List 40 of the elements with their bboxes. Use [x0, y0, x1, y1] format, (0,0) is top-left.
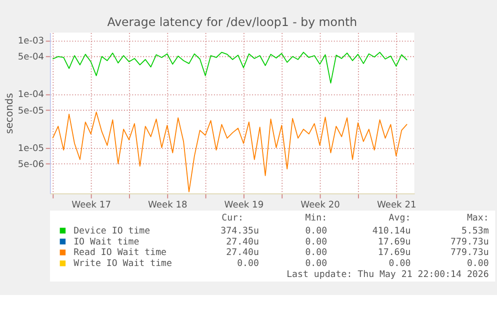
x-tick-label: Week 19: [224, 200, 264, 210]
legend-label: Write IO Wait time: [74, 259, 172, 270]
text: 410.14u: [372, 226, 411, 236]
text: Min:: [305, 214, 328, 224]
text: 779.73u: [450, 248, 489, 258]
y-tick-label: 1e-03: [18, 36, 44, 47]
line-series: [52, 112, 408, 192]
text: 0.00: [466, 259, 489, 270]
text: 27.40u: [226, 237, 259, 248]
y-tick-label: 5e-05: [18, 106, 44, 116]
y-axis-title: seconds: [4, 93, 16, 134]
y-tick-label: 5e-04: [18, 52, 44, 63]
x-tick-label: Week 17: [72, 200, 111, 210]
text: 17.69u: [378, 248, 411, 258]
text: 0.00: [305, 226, 328, 236]
text: 17.69u: [378, 237, 411, 248]
text: 374.35u: [220, 226, 259, 236]
text: Cur:: [222, 214, 244, 224]
chart-title: Average latency for /dev/loop1 - by month: [107, 15, 358, 30]
legend-label: Read IO Wait time: [74, 248, 167, 258]
y-tick-label: 5e-06: [18, 160, 44, 170]
text: 0.00: [305, 237, 328, 248]
x-tick-label: Week 21: [376, 200, 416, 210]
x-tick-label: Week 18: [148, 200, 188, 210]
x-tick-label: Week 20: [300, 200, 340, 210]
text: 0.00: [237, 259, 259, 270]
text: 0.00: [388, 259, 411, 270]
y-tick-label: 1e-04: [18, 90, 44, 100]
text: 5.53m: [461, 226, 490, 236]
line-series: [52, 52, 408, 84]
legend-label: IO Wait time: [74, 237, 140, 248]
text: 0.00: [305, 248, 328, 258]
text: Avg:: [388, 214, 411, 224]
text: Max:: [466, 214, 489, 224]
text: Last update: Thu May 21 22:00:14 2026: [286, 270, 489, 280]
legend-label: Device IO time: [74, 226, 150, 236]
text: 0.00: [305, 259, 328, 270]
text: 779.73u: [450, 237, 489, 248]
text: 27.40u: [226, 248, 259, 258]
y-tick-label: 1e-05: [18, 144, 44, 154]
